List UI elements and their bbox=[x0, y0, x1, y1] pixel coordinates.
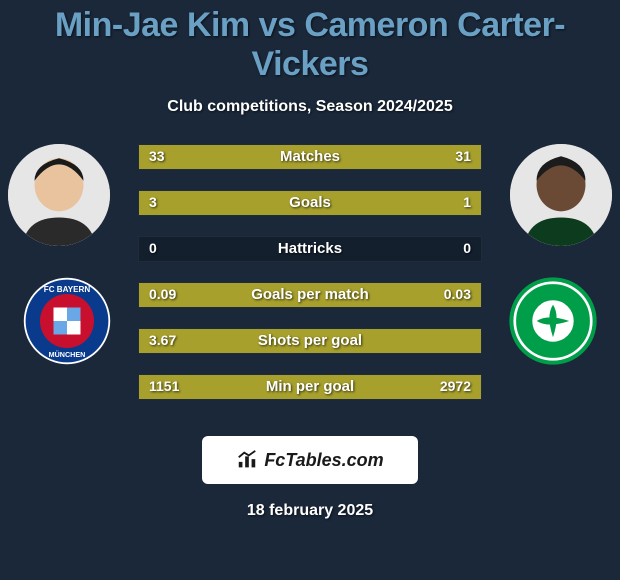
stat-value-right: 0 bbox=[463, 240, 471, 256]
club-left-crest: FC BAYERN MÜNCHEN bbox=[22, 276, 112, 366]
fctables-label: FcTables.com bbox=[264, 450, 383, 471]
stat-row: Hattricks0 0 bbox=[138, 236, 482, 262]
stat-value-left: 0 bbox=[149, 240, 157, 256]
bar-right bbox=[386, 375, 481, 399]
bar-right bbox=[396, 191, 482, 215]
date-label: 18 february 2025 bbox=[0, 502, 620, 520]
player-right-photo bbox=[510, 144, 612, 246]
subtitle: Club competitions, Season 2024/2025 bbox=[0, 98, 620, 116]
svg-text:MÜNCHEN: MÜNCHEN bbox=[49, 350, 86, 359]
crest-icon: FC BAYERN MÜNCHEN bbox=[22, 276, 112, 366]
chart-icon bbox=[236, 449, 258, 471]
stat-label: Hattricks bbox=[139, 240, 481, 257]
stat-row: Matches3331 bbox=[138, 144, 482, 170]
bar-right bbox=[396, 283, 482, 307]
stat-row: Goals31 bbox=[138, 190, 482, 216]
person-silhouette-icon bbox=[8, 144, 110, 246]
club-right-crest bbox=[508, 276, 598, 366]
bar-left bbox=[139, 145, 315, 169]
bar-left bbox=[139, 329, 481, 353]
comparison-stage: FC BAYERN MÜNCHEN Matches3331 Goals31 Hatt… bbox=[0, 144, 620, 424]
player-left-photo bbox=[8, 144, 110, 246]
bar-left bbox=[139, 191, 396, 215]
bar-right bbox=[315, 145, 481, 169]
stat-row: Shots per goal3.67 bbox=[138, 328, 482, 354]
page-title: Min-Jae Kim vs Cameron Carter-Vickers bbox=[0, 0, 620, 84]
stat-row: Min per goal11512972 bbox=[138, 374, 482, 400]
svg-text:FC BAYERN: FC BAYERN bbox=[44, 285, 91, 294]
fctables-badge: FcTables.com bbox=[202, 436, 418, 484]
bar-left bbox=[139, 283, 396, 307]
bar-left bbox=[139, 375, 386, 399]
person-silhouette-icon bbox=[510, 144, 612, 246]
stat-row: Goals per match0.090.03 bbox=[138, 282, 482, 308]
crest-icon bbox=[508, 276, 598, 366]
stat-bars: Matches3331 Goals31 Hattricks0 0 Goals per m… bbox=[138, 144, 482, 420]
